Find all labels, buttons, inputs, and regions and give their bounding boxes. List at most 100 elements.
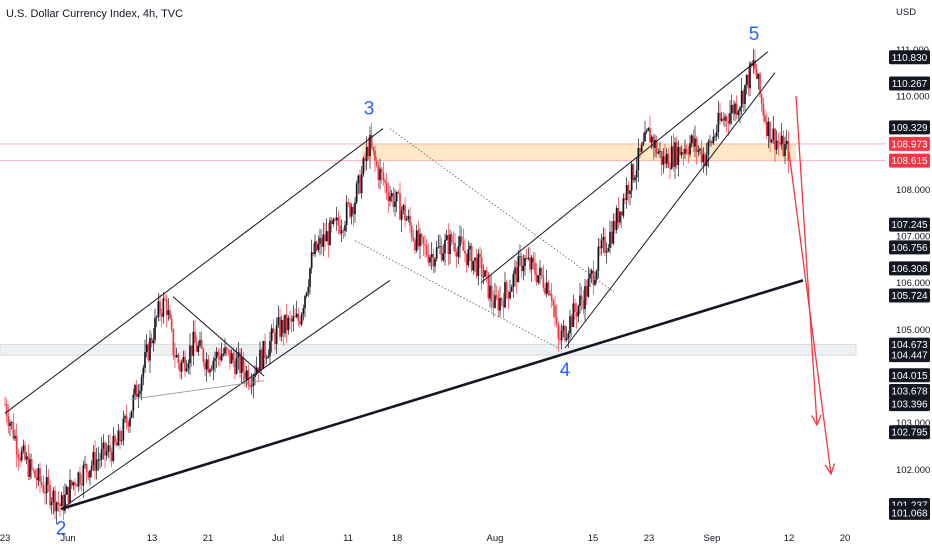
candle-body xyxy=(395,191,398,202)
candle-body xyxy=(22,445,25,451)
candle-body xyxy=(37,468,40,481)
candle-body xyxy=(377,165,380,180)
candle-body xyxy=(667,153,670,168)
candle-body xyxy=(584,286,586,310)
candle-body xyxy=(184,356,186,372)
candle-body xyxy=(619,211,621,223)
trendlines-layer xyxy=(4,51,804,511)
candle-body xyxy=(459,236,461,247)
candle-body xyxy=(590,270,593,274)
candle-body xyxy=(112,435,115,462)
trendline-3 xyxy=(389,128,615,293)
candle-body xyxy=(562,325,565,331)
candle-body xyxy=(209,369,211,373)
candle-body xyxy=(372,147,375,151)
candle-body xyxy=(202,348,205,363)
candle-body xyxy=(75,485,78,487)
candle-body xyxy=(544,287,546,294)
candle-body xyxy=(324,234,326,242)
candle-body xyxy=(412,237,415,241)
candle-body xyxy=(279,317,281,337)
candle-body xyxy=(445,235,448,240)
candle-body xyxy=(170,318,173,330)
candle-body xyxy=(249,384,251,387)
price-tag xyxy=(889,384,930,399)
y-tick-label: 102.000 xyxy=(896,465,930,476)
candle-body xyxy=(232,353,235,361)
candle-body xyxy=(285,314,288,331)
candle-body xyxy=(40,481,43,485)
candle-body xyxy=(754,60,756,69)
candle-body xyxy=(142,367,145,378)
candle-body xyxy=(145,344,148,353)
candle-body xyxy=(759,73,761,95)
candle-body xyxy=(284,314,286,334)
candle-body xyxy=(647,127,650,131)
candle-body xyxy=(490,285,493,301)
candle-body xyxy=(657,152,660,154)
y-tick-label: 107.000 xyxy=(896,232,930,243)
candle-body xyxy=(340,230,343,234)
candle-body xyxy=(787,140,790,162)
candle-body xyxy=(369,134,371,157)
trendline-8 xyxy=(130,380,265,400)
trendline-2 xyxy=(60,279,391,510)
candle-body xyxy=(417,230,420,247)
candle-body xyxy=(664,156,666,164)
candle-body xyxy=(477,253,480,276)
candle-body xyxy=(359,175,361,194)
projection-arrow-0 xyxy=(795,95,818,426)
candle-body xyxy=(504,282,506,308)
candle-body xyxy=(159,301,161,314)
candle-body xyxy=(724,116,726,121)
candle-body xyxy=(230,353,233,364)
candle-body xyxy=(747,74,750,89)
candle-body xyxy=(335,217,338,221)
candle-body xyxy=(442,253,445,261)
candle-body xyxy=(282,320,285,334)
candle-body xyxy=(307,286,310,293)
projection-arrowhead-0 xyxy=(811,414,822,427)
candle-body xyxy=(147,344,150,361)
candle-body xyxy=(687,152,690,155)
candle-body xyxy=(677,147,680,165)
candle-body xyxy=(682,152,685,154)
price-tag xyxy=(889,240,930,255)
candle-body xyxy=(199,339,201,346)
candle-body xyxy=(437,246,440,248)
candle-body xyxy=(782,135,785,157)
candle-body xyxy=(77,472,80,487)
candle-body xyxy=(70,480,73,486)
price-axis[interactable]: USD111.000110.000108.000107.000106.00010… xyxy=(886,0,932,550)
price-tag-label: 110.267 xyxy=(892,79,928,90)
candle-body xyxy=(130,410,133,418)
candle-body xyxy=(175,354,178,358)
candle-body xyxy=(129,417,131,427)
trendline-7 xyxy=(172,296,265,377)
candle-body xyxy=(600,240,603,249)
candle-body xyxy=(620,211,623,216)
candle-body xyxy=(157,301,160,318)
candle-body xyxy=(702,154,705,163)
candle-body xyxy=(244,371,246,380)
candle-body xyxy=(549,294,551,296)
candle-body xyxy=(599,246,601,249)
candle-body xyxy=(460,236,463,242)
candle-body xyxy=(322,234,325,247)
time-axis[interactable]: 23 Jun 13 21 Jul 11 18 Aug 15 23 Sep 12 20 xyxy=(0,533,850,544)
candle-body xyxy=(254,374,256,377)
candle-body xyxy=(329,220,331,246)
candle-body xyxy=(314,241,316,255)
candle-body xyxy=(352,206,355,215)
candle-body xyxy=(427,254,430,263)
candle-body xyxy=(429,257,431,263)
candle-body xyxy=(280,320,283,337)
candle-body xyxy=(92,451,95,466)
candle-body xyxy=(275,324,278,344)
candle-body xyxy=(194,331,196,343)
candle-body xyxy=(602,236,605,241)
candle-body xyxy=(94,451,96,471)
candle-body xyxy=(95,459,98,471)
candle-body xyxy=(570,316,573,327)
